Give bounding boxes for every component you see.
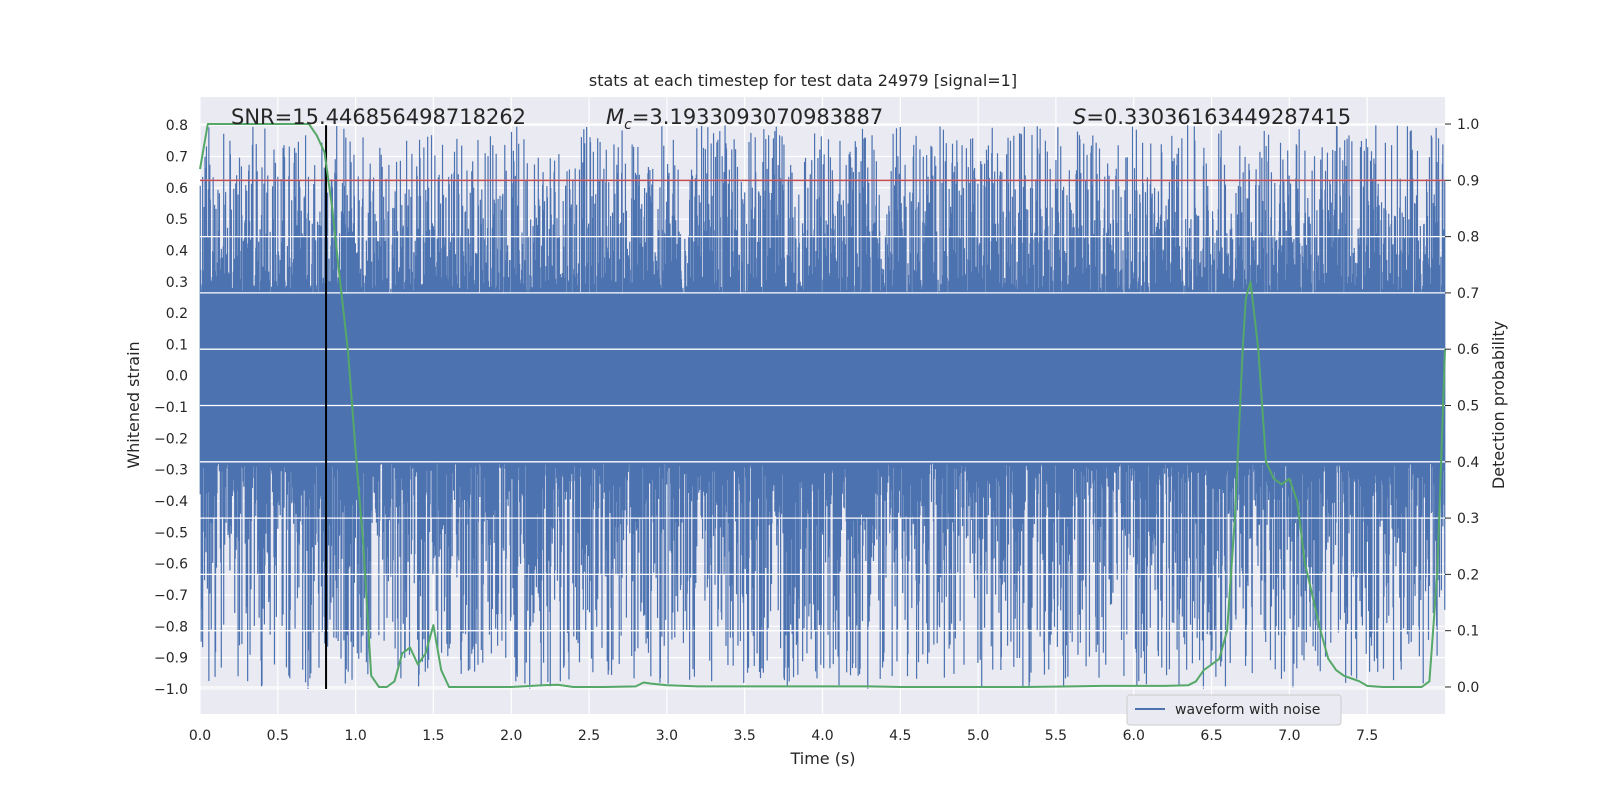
left-y-tick-label: 0.6 xyxy=(166,181,188,197)
x-tick-label: 6.0 xyxy=(1123,728,1145,744)
left-y-tick-label: −0.4 xyxy=(154,494,188,510)
x-tick-label: 0.0 xyxy=(189,728,211,744)
left-y-tick-label: −1.0 xyxy=(154,682,188,698)
left-y-tick-label: 0.5 xyxy=(166,212,188,228)
left-y-tick-label: −0.6 xyxy=(154,557,188,573)
right-y-tick-label: 0.2 xyxy=(1457,567,1479,583)
right-y-tick-label: 0.8 xyxy=(1457,230,1479,246)
x-tick-label: 6.5 xyxy=(1200,728,1222,744)
right-y-tick-label: 0.6 xyxy=(1457,342,1479,358)
left-y-tick-label: 0.8 xyxy=(166,118,188,134)
chart-title: stats at each timestep for test data 249… xyxy=(589,71,1017,90)
probability-series xyxy=(199,123,1446,688)
legend-waveform-label: waveform with noise xyxy=(1175,702,1320,718)
legend: waveform with noise xyxy=(1126,694,1342,726)
right-y-tick-label: 0.3 xyxy=(1457,511,1479,527)
right-y-axis-ticks: 1.0 0.9 0.8 0.7 0.6 0.5 0.4 0.3 0.2 0.1 0.0 xyxy=(1445,117,1479,696)
x-tick-label: 5.5 xyxy=(1045,728,1067,744)
x-tick-label: 4.5 xyxy=(889,728,911,744)
left-y-axis-label: Whitened strain xyxy=(124,341,143,468)
x-tick-label: 5.0 xyxy=(967,728,989,744)
right-y-axis-label: Detection probability xyxy=(1489,321,1508,489)
x-axis-ticks: 0.0 0.5 1.0 1.5 2.0 2.5 3.0 3.5 4.0 4.5 5.0 5.5 6.0 6… xyxy=(189,728,1378,744)
chirp-mass-annotation: Mc=3.1933093070983887 xyxy=(606,105,883,133)
left-y-tick-label: −0.5 xyxy=(154,525,188,541)
right-y-tick-label: 0.9 xyxy=(1457,173,1479,189)
waveform-series xyxy=(199,125,1446,689)
x-tick-label: 3.0 xyxy=(656,728,678,744)
x-tick-label: 1.5 xyxy=(422,728,444,744)
left-y-tick-label: −0.1 xyxy=(154,400,188,416)
x-tick-label: 7.5 xyxy=(1356,728,1378,744)
x-axis-label: Time (s) xyxy=(789,749,855,768)
left-y-tick-label: −0.9 xyxy=(154,651,188,667)
snr-annotation: SNR=15.446856498718262 xyxy=(231,105,526,129)
left-y-tick-label: −0.3 xyxy=(154,463,188,479)
x-tick-label: 2.0 xyxy=(500,728,522,744)
left-y-tick-label: 0.2 xyxy=(166,306,188,322)
x-tick-label: 2.5 xyxy=(578,728,600,744)
left-y-axis-ticks: 0.8 0.7 0.6 0.5 0.4 0.3 0.2 0.1 0.0 −0.1 −0.2 −0.3 −… xyxy=(154,118,188,698)
left-y-tick-label: 0.3 xyxy=(166,275,188,291)
legend-box xyxy=(1126,694,1342,726)
x-tick-label: 0.5 xyxy=(267,728,289,744)
right-y-tick-label: 0.5 xyxy=(1457,399,1479,415)
x-tick-label: 4.0 xyxy=(811,728,833,744)
left-y-tick-label: −0.7 xyxy=(154,588,188,604)
left-y-tick-label: −0.2 xyxy=(154,431,188,447)
right-y-tick-label: 0.4 xyxy=(1457,455,1479,471)
right-y-tick-label: 1.0 xyxy=(1457,117,1479,133)
x-tick-label: 7.0 xyxy=(1278,728,1300,744)
score-annotation: S=0.33036163449287415 xyxy=(1073,105,1351,129)
waveform-noise xyxy=(199,125,1446,689)
right-y-tick-label: 0.7 xyxy=(1457,286,1479,302)
left-y-tick-label: 0.1 xyxy=(166,337,188,353)
x-tick-label: 3.5 xyxy=(734,728,756,744)
right-y-tick-label: 0.0 xyxy=(1457,680,1479,696)
right-y-tick-label: 0.1 xyxy=(1457,624,1479,640)
left-y-tick-label: 0.0 xyxy=(166,369,188,385)
left-y-tick-label: 0.7 xyxy=(166,150,188,166)
left-y-tick-label: −0.8 xyxy=(154,619,188,635)
x-tick-label: 1.0 xyxy=(344,728,366,744)
left-y-tick-label: 0.4 xyxy=(166,243,188,259)
